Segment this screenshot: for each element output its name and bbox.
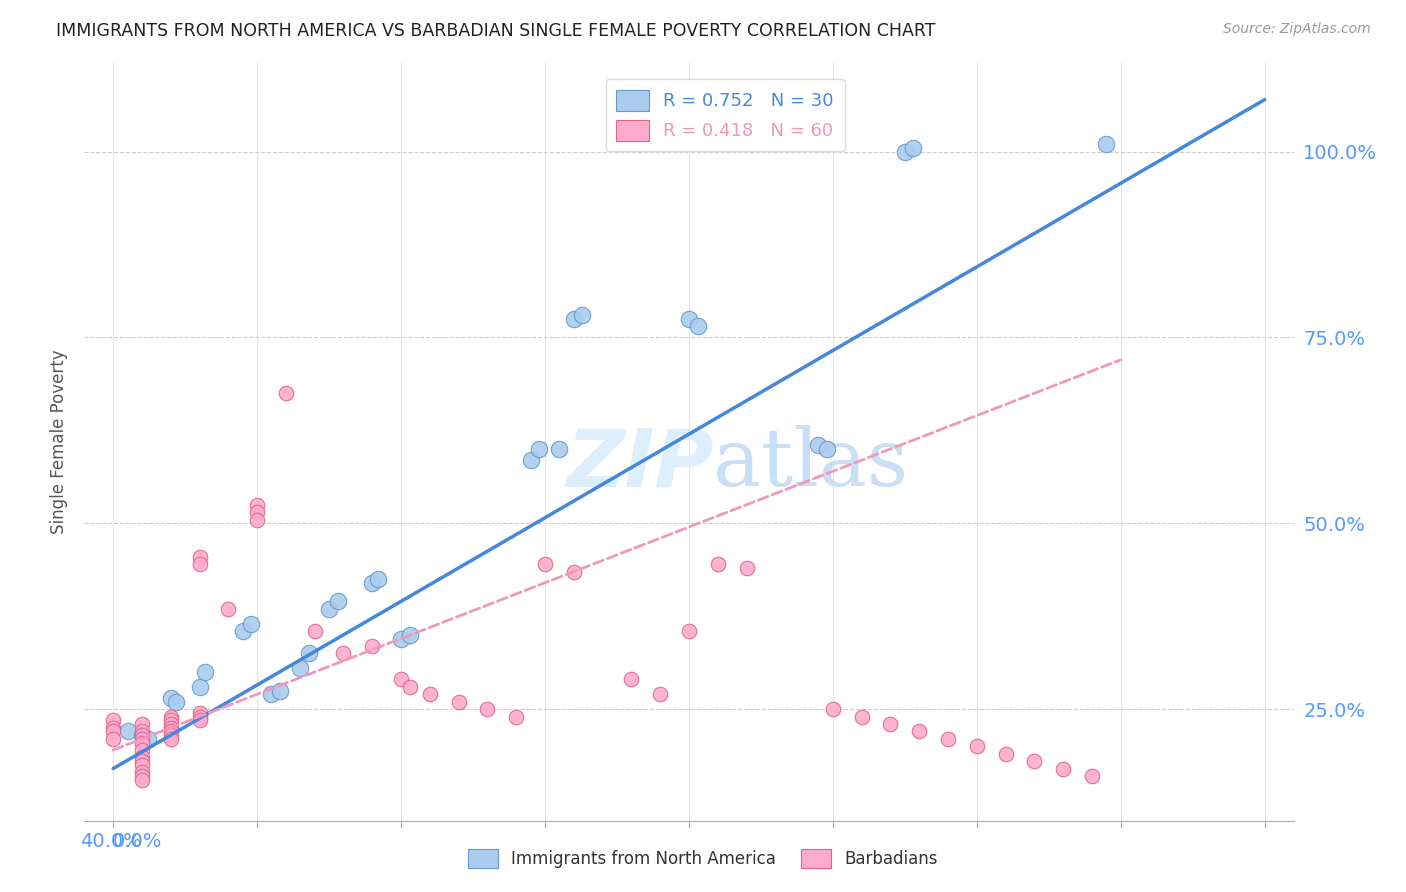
Point <box>851 709 873 723</box>
Point <box>246 512 269 526</box>
Point <box>188 557 211 572</box>
Point <box>361 639 384 653</box>
Point <box>815 442 838 456</box>
Point <box>389 673 412 687</box>
Point <box>159 731 181 746</box>
Point <box>894 145 917 159</box>
Point <box>131 743 153 757</box>
Point <box>269 683 291 698</box>
Point <box>274 386 297 401</box>
Point <box>246 498 269 512</box>
Point <box>807 438 830 452</box>
Point <box>620 673 643 687</box>
Point <box>821 702 844 716</box>
Point <box>194 665 217 679</box>
Point <box>290 661 312 675</box>
Point <box>188 714 211 728</box>
Point <box>298 646 321 660</box>
Point <box>966 739 988 754</box>
Point <box>188 549 211 564</box>
Point <box>1095 137 1118 152</box>
Point <box>548 442 571 456</box>
Point <box>534 557 557 572</box>
Point <box>131 769 153 783</box>
Point <box>908 724 931 739</box>
Legend: Immigrants from North America, Barbadians: Immigrants from North America, Barbadian… <box>461 842 945 875</box>
Point <box>131 735 153 749</box>
Point <box>678 624 700 639</box>
Text: 40.0%: 40.0% <box>80 832 142 851</box>
Point <box>159 717 181 731</box>
Point <box>260 687 283 701</box>
Point <box>101 724 124 739</box>
Point <box>562 312 585 326</box>
Point <box>240 616 263 631</box>
Point <box>159 709 181 723</box>
Point <box>562 565 585 579</box>
Point <box>131 754 153 768</box>
Point <box>131 724 153 739</box>
Point <box>131 758 153 772</box>
Point <box>332 646 354 660</box>
Point <box>131 750 153 764</box>
Text: ZIP: ZIP <box>565 425 713 503</box>
Point <box>159 690 181 705</box>
Text: atlas: atlas <box>713 425 908 503</box>
Point <box>686 319 709 334</box>
Point <box>398 680 420 694</box>
Point <box>136 731 159 746</box>
Point <box>117 724 139 739</box>
Point <box>1052 762 1074 776</box>
Point <box>101 731 124 746</box>
Point <box>188 706 211 720</box>
Point <box>131 728 153 742</box>
Point <box>361 575 384 590</box>
Point <box>159 724 181 739</box>
Point <box>246 505 269 519</box>
Point <box>159 728 181 742</box>
Point <box>326 594 349 608</box>
Point <box>571 308 593 322</box>
Point <box>678 312 700 326</box>
Point <box>650 687 672 701</box>
Point <box>101 714 124 728</box>
Text: Source: ZipAtlas.com: Source: ZipAtlas.com <box>1223 22 1371 37</box>
Point <box>505 709 527 723</box>
Point <box>1081 769 1104 783</box>
Text: IMMIGRANTS FROM NORTH AMERICA VS BARBADIAN SINGLE FEMALE POVERTY CORRELATION CHA: IMMIGRANTS FROM NORTH AMERICA VS BARBADI… <box>56 22 936 40</box>
Point <box>903 141 925 155</box>
Point <box>879 717 901 731</box>
Point <box>389 632 412 646</box>
Point <box>398 628 420 642</box>
Point <box>318 602 340 616</box>
Point <box>166 695 188 709</box>
Point <box>1024 754 1046 768</box>
Point <box>519 453 541 467</box>
Point <box>101 721 124 735</box>
Point <box>529 442 551 456</box>
Point <box>159 721 181 735</box>
Point <box>936 731 959 746</box>
Point <box>188 709 211 723</box>
Point <box>447 695 470 709</box>
Point <box>735 561 758 575</box>
Y-axis label: Single Female Poverty: Single Female Poverty <box>51 350 69 533</box>
Point <box>131 717 153 731</box>
Point <box>367 572 389 586</box>
Point <box>131 728 153 742</box>
Point <box>706 557 728 572</box>
Point <box>419 687 441 701</box>
Point <box>304 624 326 639</box>
Point <box>131 731 153 746</box>
Text: 0.0%: 0.0% <box>112 832 163 851</box>
Point <box>131 765 153 780</box>
Point <box>159 714 181 728</box>
Point <box>477 702 499 716</box>
Point <box>131 772 153 787</box>
Point <box>232 624 254 639</box>
Point <box>217 602 239 616</box>
Point <box>188 680 211 694</box>
Legend: R = 0.752   N = 30, R = 0.418   N = 60: R = 0.752 N = 30, R = 0.418 N = 60 <box>606 79 845 152</box>
Point <box>994 747 1017 761</box>
